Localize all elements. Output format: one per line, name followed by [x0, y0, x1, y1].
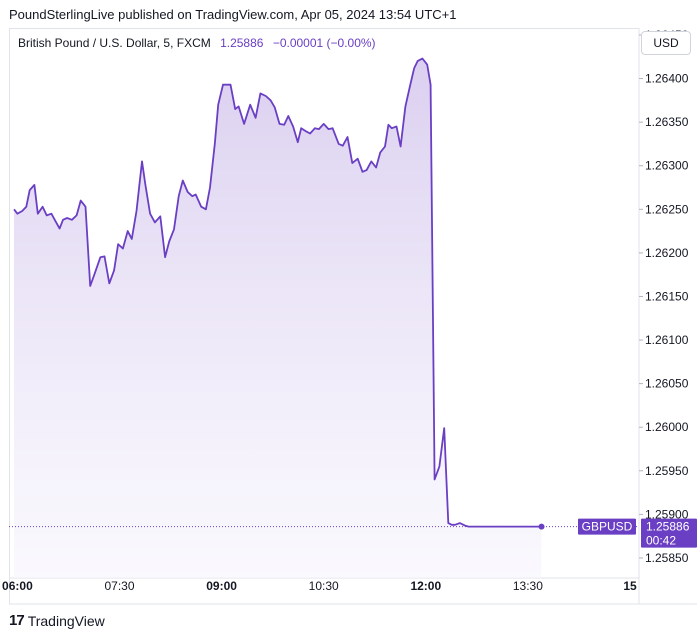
ticker-tag: [578, 518, 636, 535]
price-tag: [641, 518, 697, 548]
published-caption: PoundSterlingLive published on TradingVi…: [9, 7, 457, 22]
top-bar: PoundSterlingLive published on TradingVi…: [0, 0, 697, 28]
y-tick-label: 1.26300: [645, 159, 689, 173]
legend-price: 1.25886: [220, 36, 264, 50]
y-tick-label: 1.26250: [645, 202, 689, 216]
price-line[interactable]: [13, 57, 542, 528]
y-tick-label: 1.25900: [645, 507, 689, 521]
y-tick-label: 1.26200: [645, 246, 689, 260]
y-tick-label: 1.26150: [645, 289, 689, 303]
tradingview-brand: TradingView: [27, 612, 105, 629]
y-tick-label: 1.26400: [645, 72, 689, 86]
chart-legend: British Pound / U.S. Dollar, 5, FXCM 1.2…: [18, 36, 376, 50]
x-tick-label: 15: [623, 579, 637, 593]
x-tick-label: 12:00: [410, 579, 441, 593]
tradingview-logo-icon: 17: [9, 612, 25, 629]
y-tick-label: 1.25850: [645, 551, 689, 565]
y-tick-label: 1.26350: [645, 115, 689, 129]
chart-frame: [9, 28, 639, 604]
y-tick-label: 1.25950: [645, 464, 689, 478]
y-tick-label: 1.26100: [645, 333, 689, 347]
ticker-tag-label: GBPUSD: [582, 520, 633, 534]
legend-change: −0.00001 (−0.00%): [272, 36, 376, 50]
x-tick-label: 06:00: [2, 579, 33, 593]
price-tag-countdown: 00:42: [646, 534, 676, 548]
currency-button[interactable]: USD: [641, 31, 691, 55]
x-tick-label: 09:00: [206, 579, 237, 593]
x-tick-label: 10:30: [309, 579, 339, 593]
y-tick-label: 1.26000: [645, 420, 689, 434]
area-fill: [14, 58, 542, 578]
x-tick-label: 13:30: [513, 579, 543, 593]
legend-symbol: British Pound / U.S. Dollar, 5, FXCM: [18, 36, 211, 50]
x-tick-label: 07:30: [104, 579, 134, 593]
footer-branding[interactable]: 17 TradingView: [9, 612, 105, 629]
y-tick-label: 1.26050: [645, 377, 689, 391]
last-price-dot: [538, 523, 545, 530]
price-tag-value: 1.25886: [646, 520, 690, 534]
